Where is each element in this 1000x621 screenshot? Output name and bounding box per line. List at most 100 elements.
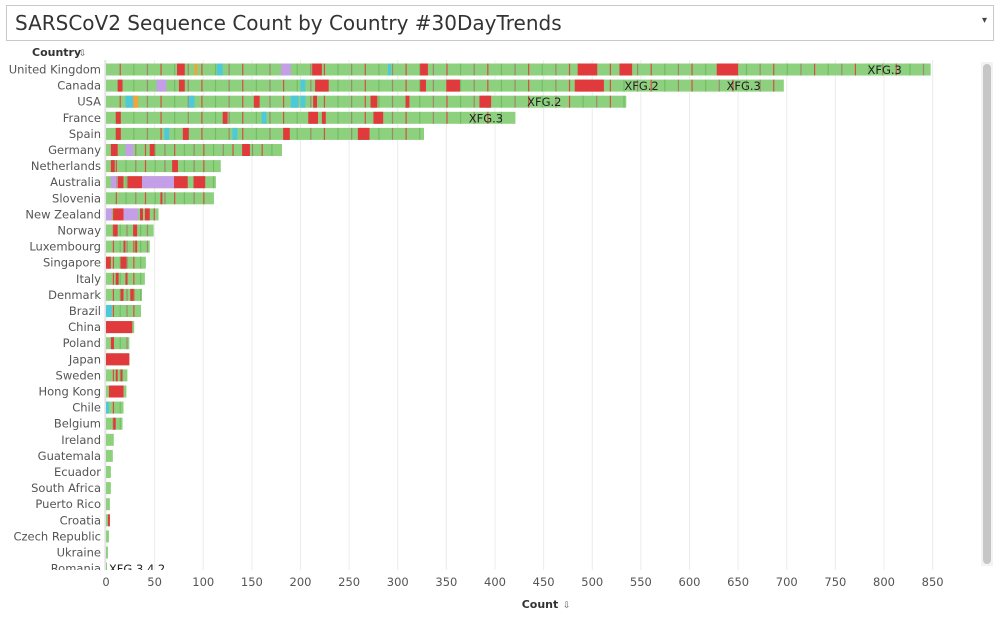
bar-segment-divider [119, 401, 121, 414]
bar-segment-divider [144, 160, 147, 173]
bar-segment-divider [419, 127, 421, 140]
bar-segment-divider [446, 95, 448, 108]
bar-segment-divider [705, 79, 707, 92]
x-tick-label: 800 [873, 575, 895, 589]
bar-segment-divider [759, 79, 761, 92]
bar-segment [174, 176, 188, 189]
y-tick-label: France [63, 111, 101, 125]
bar-chart: Country⇩United KingdomCanadaUSAFranceSpa… [9, 46, 944, 611]
bar-segment-divider [242, 63, 244, 76]
bar-segment [115, 111, 121, 124]
bar-segment [127, 176, 142, 189]
sort-icon[interactable]: ⇩ [563, 601, 571, 611]
bar-segment-divider [623, 79, 625, 92]
bar-segment-divider [473, 63, 475, 76]
bar-segment [242, 144, 250, 156]
bar-segment-divider [282, 95, 285, 108]
bar-segment-divider [473, 95, 475, 108]
y-tick-label: Germany [48, 143, 101, 157]
bar-segment-divider [432, 111, 434, 124]
y-tick-label: Sweden [56, 368, 101, 382]
bar-segment-divider [228, 79, 230, 92]
bar-segment-divider [269, 79, 271, 92]
bar-segment-divider [786, 63, 788, 76]
bar-segment [172, 160, 178, 173]
y-tick-label: Luxembourg [29, 240, 101, 254]
bar-segment [130, 288, 134, 301]
bar-segment [106, 321, 133, 334]
bar-segment [232, 127, 238, 140]
bar-segment [123, 240, 126, 253]
bar-segment-divider [126, 305, 128, 317]
bar-segment-divider [541, 63, 543, 76]
bar-segment-divider [351, 111, 353, 124]
bar-segment-divider [405, 63, 407, 76]
bar-segment-divider [664, 63, 666, 76]
vertical-scrollbar[interactable] [981, 62, 993, 566]
bar-segment-divider [214, 95, 217, 108]
bar-segment-divider [732, 79, 734, 92]
bar-segment-divider [126, 256, 128, 269]
bar-segment-divider [119, 337, 121, 350]
bar-segment-divider [296, 79, 298, 92]
bar-segment-divider [378, 63, 380, 76]
bar-segment-divider [126, 224, 128, 237]
bar-segment-divider [323, 127, 326, 140]
bar-segment [106, 305, 112, 317]
bar-segment-divider [154, 160, 156, 173]
bar-segment-divider [555, 95, 557, 108]
bar-segment-divider [146, 63, 149, 76]
bar-segment [283, 127, 290, 140]
bar-segment-divider [296, 63, 298, 76]
bar-segment-divider [337, 111, 339, 124]
bar-segment-divider [228, 63, 230, 76]
x-tick-label: 50 [147, 575, 162, 589]
bar-segment [178, 79, 185, 92]
bar-segment [222, 111, 228, 124]
y-tick-label: Romania [51, 562, 101, 576]
bar-segment-divider [446, 111, 448, 124]
sort-icon[interactable]: ⇩ [79, 49, 87, 59]
bar-segment [140, 208, 143, 221]
bar-segment-divider [282, 79, 285, 92]
bar-segment-divider [140, 256, 142, 269]
bar-segment-divider [193, 160, 195, 173]
bar-segment [141, 176, 175, 189]
scrollbar-thumb[interactable] [983, 64, 991, 564]
chevron-down-icon[interactable]: ▾ [981, 15, 987, 26]
bar-segment-divider [677, 79, 680, 92]
bar-segment-divider [909, 63, 911, 76]
bar-segment-divider [222, 144, 224, 156]
bar-segment [716, 63, 739, 76]
bar-segment [321, 111, 326, 124]
bar-segment-divider [183, 192, 185, 205]
bar-segment [123, 208, 139, 221]
bar-segment-divider [555, 63, 557, 76]
bar-segment [308, 111, 319, 124]
bar-segment [113, 208, 124, 221]
bar [106, 449, 113, 462]
bar-segment [156, 79, 167, 92]
bar-segment-divider [228, 127, 230, 140]
bar-segment-divider [133, 305, 135, 317]
bar-segment-divider [759, 63, 761, 76]
bar-segment-divider [112, 288, 115, 301]
bar-segment-divider [119, 305, 121, 317]
bar-segment [106, 256, 111, 269]
x-tick-label: 750 [824, 575, 846, 589]
bar-segment-divider [212, 144, 215, 156]
bar-segment-divider [228, 111, 230, 124]
bar-segment-divider [135, 160, 137, 173]
bar-segment-divider [419, 111, 421, 124]
bar-segment-divider [459, 63, 462, 76]
y-tick-label: Poland [63, 336, 101, 350]
bar-segment-divider [609, 79, 611, 92]
bar [106, 337, 130, 350]
bar-segment [149, 144, 155, 156]
bar-segment-divider [500, 63, 503, 76]
bar-segment-divider [146, 224, 149, 237]
y-tick-label: Singapore [43, 256, 101, 270]
bar [106, 79, 784, 92]
bar-segment-divider [813, 63, 816, 76]
bar-segment-divider [201, 63, 203, 76]
